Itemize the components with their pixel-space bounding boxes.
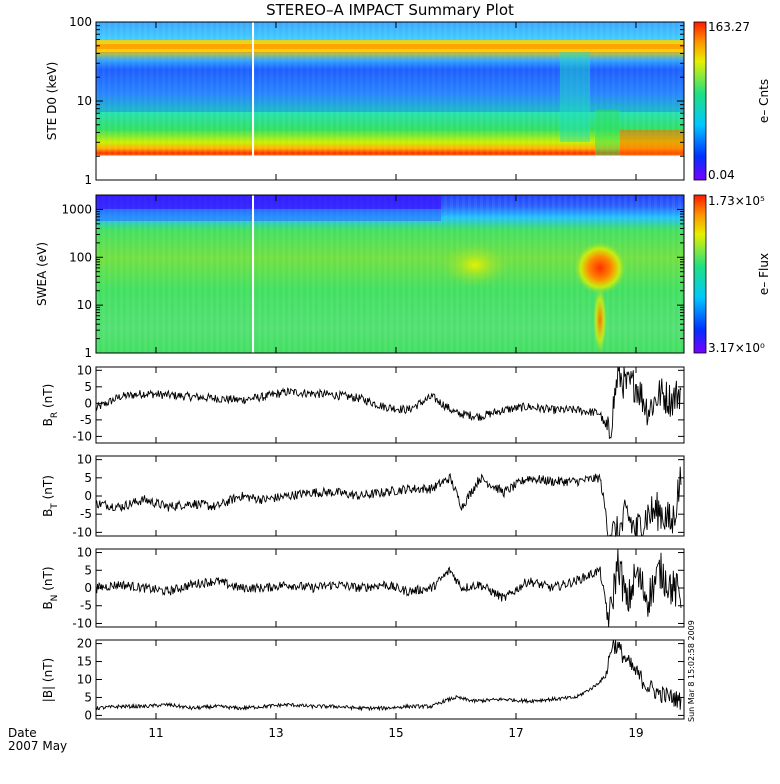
bt-frame xyxy=(95,455,685,537)
x-tick-label: 13 xyxy=(268,726,283,740)
bmag-y-tick-label: 0 xyxy=(84,708,92,722)
x-tick-label: 11 xyxy=(148,726,163,740)
date-year-month: 2007 May xyxy=(8,739,67,753)
bmag-panel: 20 15 10 5 0 |B| (nT) xyxy=(41,637,685,722)
magnetic-field-panels: 10 5 0 -5 -10 BR (nT) 10 5 0 -5 -10 BT (nT) 10 5 0 -5 -1… xyxy=(41,363,685,722)
bt-y-axis-label: BT (nT) xyxy=(41,475,60,517)
bn-y-tick-label: 0 xyxy=(84,581,92,595)
bn-y-tick-label: -5 xyxy=(80,599,92,613)
bt-y-tick-label: -10 xyxy=(72,525,92,539)
bmag-y-axis-label: |B| (nT) xyxy=(41,658,55,702)
swea-y-axis: 1 10 100 1000 xyxy=(61,195,684,360)
x-tick-label: 15 xyxy=(388,726,403,740)
br-y-tick-label: 0 xyxy=(84,396,92,410)
x-axis-tick-labels: 11 13 15 17 19 xyxy=(148,726,643,740)
bt-panel: 10 5 0 -5 -10 BT (nT) xyxy=(41,453,685,539)
ste-panel xyxy=(95,21,685,181)
swea-colorbar-max: 1.73×10⁵ xyxy=(708,194,765,208)
swea-colorbar xyxy=(693,194,707,354)
bn-panel: 10 5 0 -5 -10 BN (nT) xyxy=(41,546,685,630)
swea-y-tick-label: 100 xyxy=(69,250,92,264)
ste-y-axis-label: STE D0 (keV) xyxy=(45,62,59,141)
generation-timestamp: Sun Mar 8 15:02:58 2009 xyxy=(687,620,696,722)
swea-panel xyxy=(95,194,685,354)
bt-y-tick-label: -5 xyxy=(80,507,92,521)
ste-colorbar-min: 0.04 xyxy=(708,168,735,182)
x-tick-label: 19 xyxy=(628,726,643,740)
bmag-trace xyxy=(95,639,682,712)
br-y-tick-label: 5 xyxy=(84,380,92,394)
bt-trace xyxy=(95,466,682,538)
swea-y-axis-label: SWEA (eV) xyxy=(35,242,49,306)
ste-colorbar xyxy=(693,21,707,181)
ste-y-tick-label: 10 xyxy=(77,94,92,108)
ste-y-tick-label: 1 xyxy=(84,173,92,187)
swea-y-tick-label: 1000 xyxy=(61,202,92,216)
bt-y-tick-label: 0 xyxy=(84,489,92,503)
ste-y-axis: 1 10 100 xyxy=(69,15,684,187)
x-tick-label: 17 xyxy=(508,726,523,740)
swea-colorbar-label: e– Flux xyxy=(757,253,771,295)
bn-y-tick-label: 10 xyxy=(77,546,92,560)
bt-y-tick-label: 5 xyxy=(84,471,92,485)
br-y-axis-label: BR (nT) xyxy=(41,384,60,427)
bt-y-tick-label: 10 xyxy=(77,453,92,467)
ste-y-tick-label: 100 xyxy=(69,15,92,29)
date-label: Date xyxy=(8,726,37,740)
bn-y-tick-label: 5 xyxy=(84,563,92,577)
bmag-frame xyxy=(95,639,685,720)
bn-trace xyxy=(95,548,682,628)
br-y-tick-label: -10 xyxy=(72,429,92,443)
bmag-y-tick-label: 5 xyxy=(84,690,92,704)
ste-colorbar-max: 163.27 xyxy=(708,20,750,34)
bn-y-tick-label: -10 xyxy=(72,616,92,630)
br-trace xyxy=(95,366,682,440)
swea-colorbar-min: 3.17×10⁰ xyxy=(708,341,765,355)
bn-y-axis-label: BN (nT) xyxy=(41,566,60,609)
bmag-y-tick-label: 20 xyxy=(77,637,92,651)
swea-y-tick-label: 1 xyxy=(84,346,92,360)
swea-y-tick-label: 10 xyxy=(77,298,92,312)
br-y-tick-label: 10 xyxy=(77,363,92,377)
bmag-y-tick-label: 15 xyxy=(77,655,92,669)
ste-colorbar-label: e– Cnts xyxy=(757,79,771,123)
br-y-tick-label: -5 xyxy=(80,413,92,427)
bmag-y-tick-label: 10 xyxy=(77,673,92,687)
plot-title: STEREO–A IMPACT Summary Plot xyxy=(266,1,514,19)
br-panel: 10 5 0 -5 -10 BR (nT) xyxy=(41,363,685,444)
